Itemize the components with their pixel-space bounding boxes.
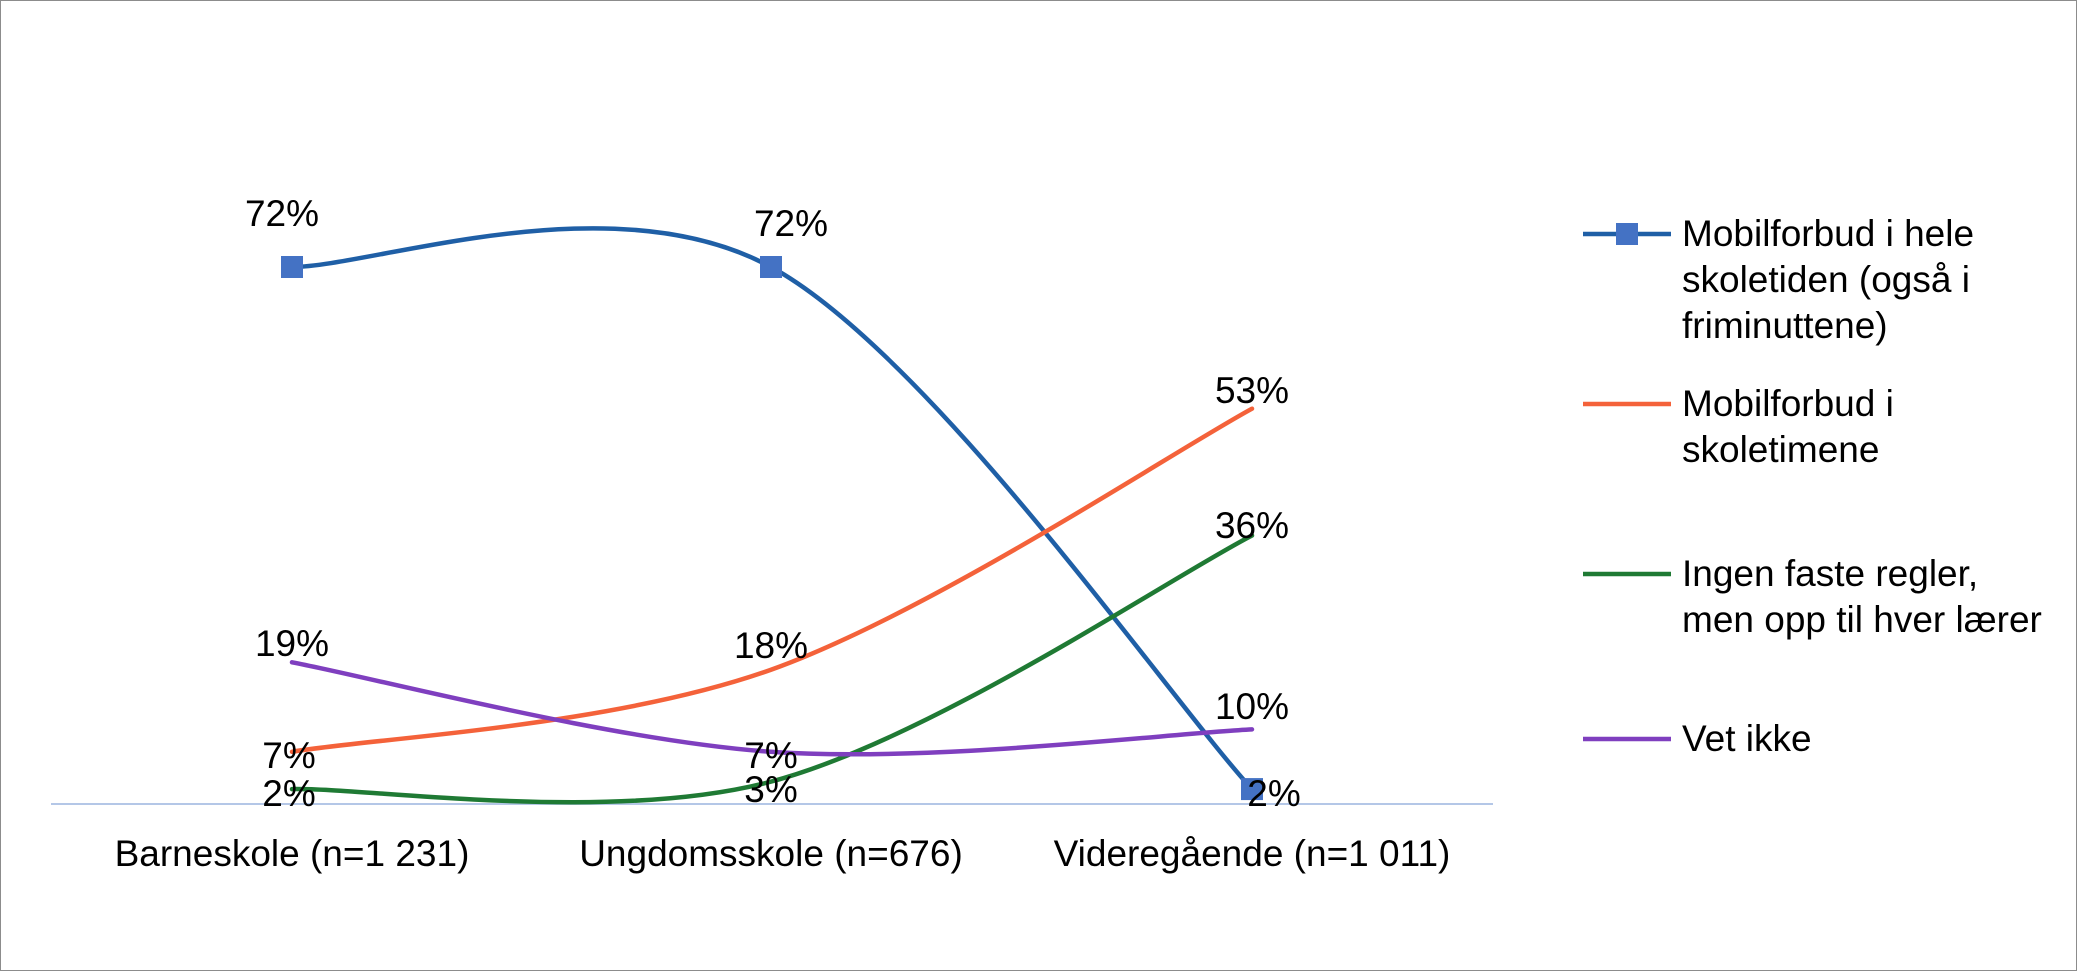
category-label: Videregående (n=1 011): [1054, 833, 1451, 874]
legend-swatch: [1583, 223, 1671, 245]
legend-swatch: [1583, 401, 1671, 407]
category-label: Barneskole (n=1 231): [115, 833, 470, 874]
data-label: 18%: [734, 625, 808, 666]
data-label: 72%: [754, 203, 828, 244]
data-label: 3%: [744, 769, 797, 810]
data-label: 36%: [1215, 505, 1289, 546]
data-label: 7%: [744, 735, 797, 776]
data-label: 19%: [255, 623, 329, 664]
category-label-layer: Barneskole (n=1 231) Ungdomsskole (n=676)…: [115, 833, 1451, 874]
data-label: 10%: [1215, 686, 1289, 727]
series-line-4: [289, 660, 1255, 757]
data-label: 53%: [1215, 370, 1289, 411]
data-label: 7%: [262, 735, 315, 776]
series-line-2: [289, 406, 1255, 755]
series-marker: [1241, 778, 1263, 801]
legend-label: Ingen faste regler, men opp til hver lær…: [1682, 553, 2042, 640]
series-marker: [281, 256, 303, 278]
data-label: 72%: [245, 193, 319, 234]
series-line-3: [289, 533, 1255, 805]
category-label: Ungdomsskole (n=676): [579, 833, 963, 874]
series-marker: [760, 256, 782, 278]
legend-swatch: [1583, 571, 1671, 577]
marker-layer: [281, 256, 1263, 801]
series-line-1: [289, 226, 1255, 792]
legend-label: Vet ikke: [1682, 718, 1812, 759]
data-label: 2%: [262, 773, 315, 814]
legend-label: Mobilforbud i hele skoletiden (også i fr…: [1682, 213, 1975, 346]
legend-swatch: [1583, 736, 1671, 742]
legend-label: Mobilforbud i skoletimene: [1682, 383, 1894, 470]
legend-marker: [1616, 223, 1638, 245]
data-label: 2%: [1247, 773, 1300, 814]
series-layer: [289, 226, 1255, 805]
data-label-layer: 72% 72%2%7%18%53%2% 3%36%19%7%10%: [245, 193, 1301, 814]
